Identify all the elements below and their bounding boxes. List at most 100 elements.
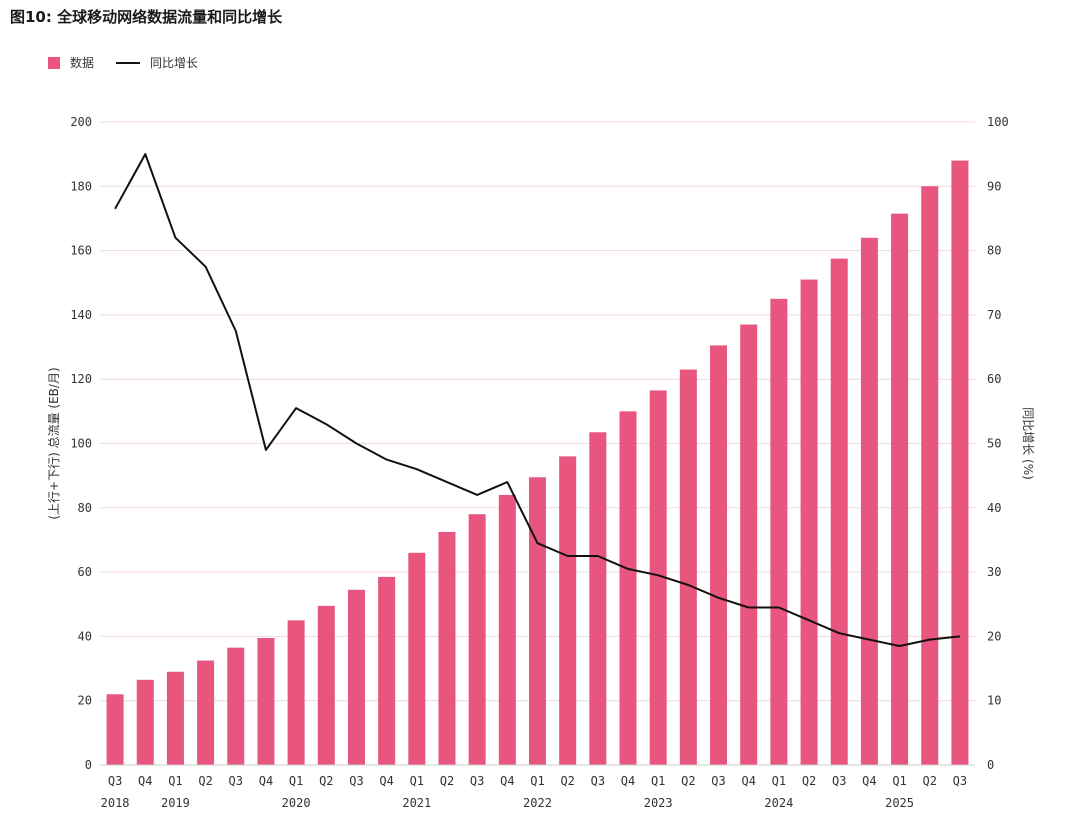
- bar: [498, 494, 516, 765]
- bar: [559, 456, 577, 765]
- y-tick-label: 20: [78, 694, 92, 708]
- bar: [830, 258, 848, 765]
- bar: [227, 647, 245, 765]
- bar: [921, 186, 939, 766]
- y2-axis-title: 同比增长 (%): [1021, 407, 1035, 480]
- bar: [679, 369, 697, 765]
- y2-tick-label: 30: [987, 565, 1001, 579]
- y2-tick-label: 40: [987, 501, 1001, 515]
- legend-bar-swatch: [48, 56, 60, 69]
- bar: [257, 638, 275, 765]
- x-tick-label: Q3: [349, 774, 363, 788]
- bar: [951, 160, 969, 765]
- legend-item-bars: 数据: [48, 54, 94, 71]
- y-tick-label: 80: [78, 501, 92, 515]
- y2-tick-label: 70: [987, 308, 1001, 322]
- x-year-label: 2022: [523, 796, 552, 810]
- legend-bar-label: 数据: [70, 56, 95, 70]
- x-tick-label: Q2: [440, 774, 454, 788]
- bar: [860, 237, 878, 766]
- y2-tick-label: 0: [987, 758, 994, 772]
- x-tick-label: Q4: [500, 774, 514, 788]
- y2-tick-label: 90: [987, 179, 1001, 193]
- bar: [106, 694, 124, 765]
- x-tick-label: Q3: [711, 774, 725, 788]
- x-tick-label: Q2: [560, 774, 574, 788]
- y2-tick-label: 60: [987, 372, 1001, 386]
- legend: 数据 同比增长: [48, 54, 220, 71]
- bar: [891, 213, 909, 765]
- x-tick-label: Q3: [470, 774, 484, 788]
- bar: [649, 390, 667, 765]
- bar: [438, 531, 456, 765]
- bar: [589, 432, 607, 765]
- x-tick-label: Q2: [923, 774, 937, 788]
- y-tick-label: 60: [78, 565, 92, 579]
- legend-item-line: 同比增长: [116, 54, 198, 71]
- y2-tick-label: 10: [987, 694, 1001, 708]
- legend-line-label: 同比增长: [150, 56, 199, 70]
- x-tick-label: Q3: [953, 774, 967, 788]
- x-year-label: 2021: [402, 796, 431, 810]
- bar: [800, 279, 818, 765]
- x-tick-label: Q1: [892, 774, 906, 788]
- x-tick-label: Q4: [379, 774, 393, 788]
- x-tick-label: Q4: [862, 774, 876, 788]
- x-tick-label: Q4: [621, 774, 635, 788]
- bar: [770, 298, 788, 765]
- y-axis-title: (上行+下行) 总流量 (EB/月): [47, 367, 61, 519]
- bar: [529, 477, 546, 765]
- y-tick-label: 160: [70, 244, 92, 258]
- y-tick-label: 200: [70, 115, 92, 129]
- x-tick-label: Q1: [772, 774, 786, 788]
- bar: [317, 605, 335, 765]
- x-tick-label: Q1: [410, 774, 424, 788]
- bar: [468, 514, 486, 765]
- bar: [710, 345, 728, 765]
- y2-tick-label: 20: [987, 629, 1001, 643]
- y-tick-label: 180: [70, 179, 92, 193]
- x-tick-label: Q1: [289, 774, 303, 788]
- bar: [408, 552, 426, 765]
- y2-tick-label: 100: [987, 115, 1009, 129]
- legend-line-swatch: [116, 61, 141, 64]
- bar: [287, 620, 305, 765]
- y-tick-label: 100: [70, 437, 92, 451]
- y2-tick-label: 80: [987, 244, 1001, 258]
- x-tick-label: Q2: [319, 774, 333, 788]
- x-year-label: 2019: [161, 796, 190, 810]
- x-tick-label: Q2: [198, 774, 212, 788]
- bar: [197, 660, 215, 765]
- bar: [740, 324, 758, 765]
- x-year-label: 2018: [101, 796, 130, 810]
- bar: [378, 576, 396, 765]
- y-tick-label: 0: [85, 758, 92, 772]
- x-tick-label: Q3: [591, 774, 605, 788]
- x-year-label: 2023: [644, 796, 673, 810]
- y-tick-label: 40: [78, 629, 92, 643]
- x-tick-label: Q2: [681, 774, 695, 788]
- x-tick-label: Q3: [832, 774, 846, 788]
- chart-title: 图10: 全球移动网络数据流量和同比增长: [10, 8, 283, 26]
- x-year-label: 2020: [282, 796, 311, 810]
- growth-line: [114, 153, 961, 647]
- y2-tick-label: 50: [987, 437, 1001, 451]
- x-year-label: 2025: [885, 796, 914, 810]
- bar: [619, 411, 637, 765]
- x-tick-label: Q3: [229, 774, 243, 788]
- x-year-label: 2024: [764, 796, 793, 810]
- x-tick-label: Q4: [741, 774, 755, 788]
- bar: [347, 589, 365, 765]
- y-tick-label: 120: [70, 372, 92, 386]
- x-tick-label: Q4: [138, 774, 152, 788]
- x-tick-label: Q1: [651, 774, 665, 788]
- x-tick-label: Q1: [530, 774, 544, 788]
- x-tick-label: Q3: [108, 774, 122, 788]
- y-tick-label: 140: [70, 308, 92, 322]
- x-tick-label: Q2: [802, 774, 816, 788]
- bar: [166, 671, 184, 765]
- x-tick-label: Q1: [168, 774, 182, 788]
- bar: [136, 679, 154, 765]
- x-tick-label: Q4: [259, 774, 273, 788]
